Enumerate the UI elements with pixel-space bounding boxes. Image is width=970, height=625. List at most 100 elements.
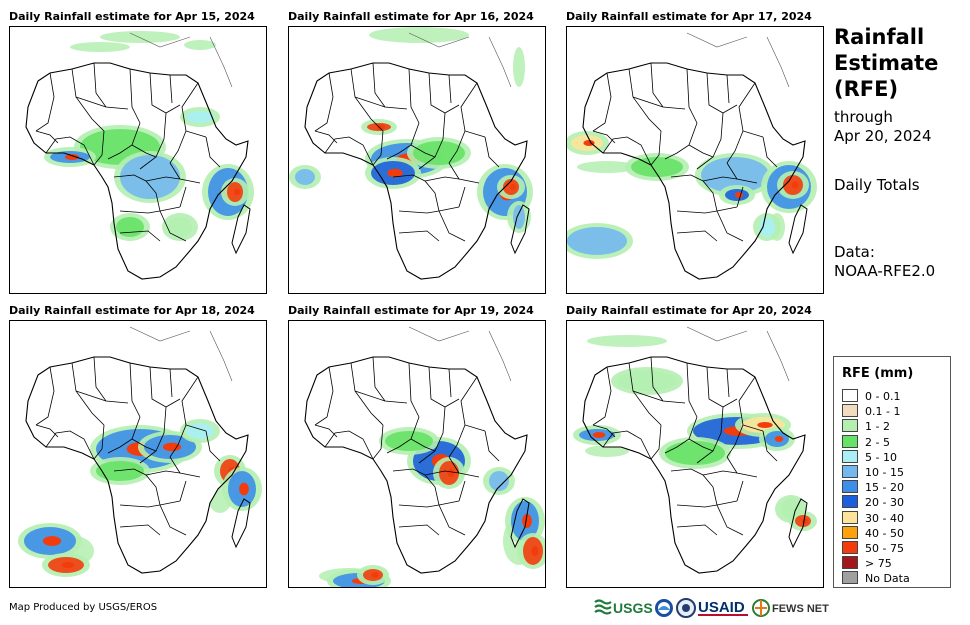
country-border [314, 130, 338, 144]
country-border [35, 72, 55, 132]
coastline [25, 62, 249, 280]
country-border [35, 130, 59, 144]
country-border [45, 430, 95, 460]
country-border [688, 144, 714, 158]
europe-coast [129, 326, 191, 342]
rain-core [592, 432, 606, 438]
country-border [650, 130, 662, 166]
legend-item: 15 - 20 [842, 480, 904, 494]
country-border [93, 356, 129, 404]
country-border [75, 390, 107, 402]
europe-coast [408, 32, 470, 48]
country-border [706, 366, 738, 408]
country-border [696, 406, 724, 464]
svg-text:USAID: USAID [698, 599, 745, 616]
legend-swatch [842, 434, 858, 448]
country-border [386, 416, 420, 454]
country-border [424, 176, 460, 182]
rain-core [162, 442, 182, 452]
country-border [762, 136, 778, 168]
country-border [75, 96, 107, 108]
panel-title-apr16: Daily Rainfall estimate for Apr 16, 2024 [288, 10, 534, 23]
rain-area [759, 217, 775, 237]
europe-coast [686, 32, 748, 48]
panel-title-apr18: Daily Rainfall estimate for Apr 18, 2024 [9, 304, 255, 317]
madagascar-coastline [788, 498, 808, 549]
country-border [149, 72, 181, 114]
red-sea-coast [766, 36, 790, 88]
country-border [418, 112, 446, 170]
country-border [484, 430, 500, 462]
country-border [119, 230, 161, 242]
rain-streak [184, 40, 216, 50]
rain-area [186, 111, 214, 123]
legend-swatch [842, 495, 858, 509]
totals-label: Daily Totals [834, 176, 920, 194]
country-border [181, 82, 207, 138]
country-border [738, 376, 764, 432]
rain-streak [70, 42, 130, 52]
rainfall-map-apr20 [566, 320, 824, 588]
legend-item: 20 - 30 [842, 495, 904, 509]
legend-label: 20 - 30 [865, 496, 904, 510]
legend-label: 15 - 20 [865, 481, 904, 495]
rain-core [774, 436, 784, 442]
rain-core [447, 468, 455, 478]
rain-core [371, 572, 379, 578]
country-border [314, 424, 338, 438]
country-border [179, 480, 187, 502]
rain-core [757, 422, 773, 428]
country-border [726, 74, 730, 104]
panel-title-apr15: Daily Rainfall estimate for Apr 15, 2024 [9, 10, 255, 23]
rain-streak [369, 27, 469, 43]
country-border [726, 424, 744, 458]
country-border [592, 72, 612, 132]
panel-title-apr17: Daily Rainfall estimate for Apr 17, 2024 [566, 10, 812, 23]
country-border [738, 82, 764, 138]
country-border [181, 376, 207, 432]
country-border [398, 206, 460, 214]
legend-item: 1 - 2 [842, 419, 890, 433]
legend-swatch [842, 571, 858, 585]
country-border [602, 430, 652, 460]
rainfall-map-apr17 [566, 26, 824, 294]
red-sea-coast [766, 330, 790, 382]
svg-text:USGS: USGS [613, 600, 653, 616]
madagascar-fill [232, 205, 250, 253]
country-border [418, 406, 446, 464]
country-border [71, 362, 105, 426]
legend-label: 2 - 5 [865, 435, 890, 449]
legend-label: No Data [865, 572, 910, 586]
country-border [716, 210, 744, 242]
country-border [372, 62, 408, 110]
legend-swatch [842, 525, 858, 539]
country-border [119, 524, 161, 536]
rain-streak [577, 161, 637, 173]
country-border [350, 362, 384, 426]
country-border [424, 470, 460, 476]
country-border [169, 130, 187, 164]
europe-coast [686, 326, 748, 342]
country-border [408, 68, 420, 124]
country-border [650, 356, 686, 404]
legend-swatch [842, 419, 858, 433]
usaid-logo: USAID [698, 596, 750, 620]
coastline [582, 62, 806, 280]
country-border [726, 368, 730, 398]
legend-swatch [842, 389, 858, 402]
country-border [592, 424, 616, 438]
panel-title-apr19: Daily Rainfall estimate for Apr 19, 2024 [288, 304, 534, 317]
rain-core [510, 184, 516, 190]
country-border [726, 130, 744, 164]
rain-area [665, 441, 725, 465]
rainfall-map-apr15 [9, 26, 267, 294]
rain-area [701, 157, 769, 193]
country-border [354, 96, 386, 108]
country-border [716, 504, 744, 536]
rain-streak [100, 31, 180, 43]
red-sea-coast [488, 36, 512, 88]
madagascar-coastline [510, 498, 530, 549]
legend-label: 1 - 2 [865, 420, 890, 434]
country-border [628, 362, 662, 426]
